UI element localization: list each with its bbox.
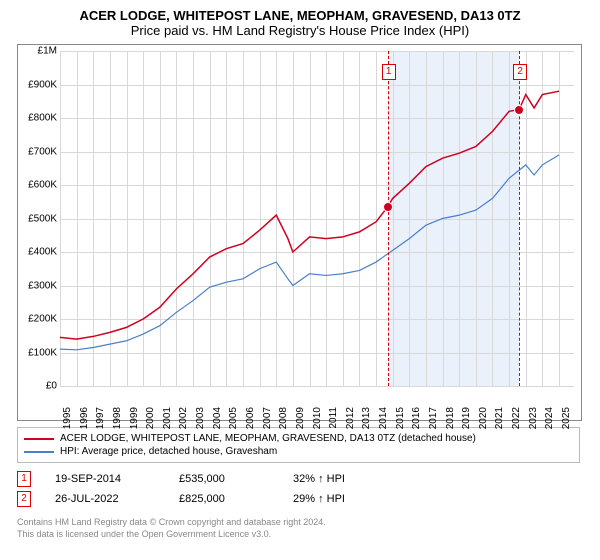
sale-marker-dot bbox=[383, 202, 393, 212]
y-axis-tick-label: £200K bbox=[21, 314, 57, 325]
legend-row: HPI: Average price, detached house, Grav… bbox=[24, 445, 573, 458]
x-axis-tick-label: 1999 bbox=[129, 407, 140, 429]
marker-label: 1 bbox=[382, 64, 396, 80]
legend-swatch bbox=[24, 451, 54, 453]
x-axis-tick-label: 2015 bbox=[395, 407, 406, 429]
marker-vline bbox=[519, 51, 520, 386]
line-chart-svg bbox=[60, 51, 574, 386]
chart-area: 12 £0£100K£200K£300K£400K£500K£600K£700K… bbox=[17, 44, 582, 421]
sale-diff: 29% ↑ HPI bbox=[293, 493, 383, 505]
legend-swatch bbox=[24, 438, 54, 440]
x-axis-tick-label: 1998 bbox=[112, 407, 123, 429]
x-axis-tick-label: 2022 bbox=[511, 407, 522, 429]
legend-label: HPI: Average price, detached house, Grav… bbox=[60, 446, 277, 457]
x-axis-tick-label: 2020 bbox=[478, 407, 489, 429]
x-axis-tick-label: 2018 bbox=[445, 407, 456, 429]
y-axis-tick-label: £0 bbox=[21, 381, 57, 392]
x-axis-tick-label: 2011 bbox=[328, 407, 339, 429]
x-axis-tick-label: 2023 bbox=[528, 407, 539, 429]
footer-line: Contains HM Land Registry data © Crown c… bbox=[17, 517, 590, 529]
x-axis-tick-label: 2006 bbox=[245, 407, 256, 429]
y-axis-tick-label: £100K bbox=[21, 347, 57, 358]
sale-marker-box: 2 bbox=[17, 491, 31, 507]
legend: ACER LODGE, WHITEPOST LANE, MEOPHAM, GRA… bbox=[17, 427, 580, 463]
sale-price: £535,000 bbox=[179, 473, 269, 485]
x-axis-tick-label: 2013 bbox=[361, 407, 372, 429]
x-axis-tick-label: 2012 bbox=[345, 407, 356, 429]
x-axis-tick-label: 2000 bbox=[145, 407, 156, 429]
y-axis-tick-label: £1M bbox=[21, 46, 57, 57]
y-axis-tick-label: £900K bbox=[21, 79, 57, 90]
chart-title-sub: Price paid vs. HM Land Registry's House … bbox=[10, 23, 590, 38]
x-axis-tick-label: 2008 bbox=[278, 407, 289, 429]
x-axis-tick-label: 2024 bbox=[544, 407, 555, 429]
x-axis-tick-label: 2010 bbox=[312, 407, 323, 429]
x-axis-tick-label: 2025 bbox=[561, 407, 572, 429]
legend-row: ACER LODGE, WHITEPOST LANE, MEOPHAM, GRA… bbox=[24, 432, 573, 445]
sale-date: 19-SEP-2014 bbox=[55, 473, 155, 485]
x-axis-tick-label: 2007 bbox=[262, 407, 273, 429]
footer-line: This data is licensed under the Open Gov… bbox=[17, 529, 590, 541]
marker-vline bbox=[388, 51, 389, 386]
y-axis-tick-label: £600K bbox=[21, 180, 57, 191]
y-axis-tick-label: £800K bbox=[21, 113, 57, 124]
chart-title-main: ACER LODGE, WHITEPOST LANE, MEOPHAM, GRA… bbox=[10, 8, 590, 23]
series-line bbox=[60, 155, 559, 350]
sale-date: 26-JUL-2022 bbox=[55, 493, 155, 505]
sale-price: £825,000 bbox=[179, 493, 269, 505]
sale-row: 2 26-JUL-2022 £825,000 29% ↑ HPI bbox=[17, 489, 580, 509]
legend-label: ACER LODGE, WHITEPOST LANE, MEOPHAM, GRA… bbox=[60, 433, 476, 444]
x-axis-tick-label: 2009 bbox=[295, 407, 306, 429]
x-axis-tick-label: 2001 bbox=[162, 407, 173, 429]
sale-marker-box: 1 bbox=[17, 471, 31, 487]
x-axis-tick-label: 2002 bbox=[178, 407, 189, 429]
x-axis-tick-label: 2014 bbox=[378, 407, 389, 429]
x-axis-tick-label: 1997 bbox=[95, 407, 106, 429]
series-line bbox=[60, 91, 559, 339]
y-axis-tick-label: £700K bbox=[21, 146, 57, 157]
sale-marker-dot bbox=[514, 105, 524, 115]
plot-area: 12 bbox=[60, 51, 574, 386]
y-axis-tick-label: £500K bbox=[21, 213, 57, 224]
x-axis-tick-label: 2003 bbox=[195, 407, 206, 429]
x-axis-tick-label: 1996 bbox=[79, 407, 90, 429]
gridline-horizontal bbox=[60, 386, 574, 387]
footer-attribution: Contains HM Land Registry data © Crown c… bbox=[17, 517, 590, 540]
x-axis-tick-label: 2004 bbox=[212, 407, 223, 429]
y-axis-tick-label: £300K bbox=[21, 280, 57, 291]
sale-diff: 32% ↑ HPI bbox=[293, 473, 383, 485]
x-axis-tick-label: 2021 bbox=[494, 407, 505, 429]
marker-label: 2 bbox=[513, 64, 527, 80]
x-axis-tick-label: 2017 bbox=[428, 407, 439, 429]
x-axis-tick-label: 1995 bbox=[62, 407, 73, 429]
x-axis-tick-label: 2005 bbox=[228, 407, 239, 429]
x-axis-tick-label: 2019 bbox=[461, 407, 472, 429]
x-axis-tick-label: 2016 bbox=[411, 407, 422, 429]
sales-table: 1 19-SEP-2014 £535,000 32% ↑ HPI 2 26-JUL-202… bbox=[17, 469, 580, 509]
sale-row: 1 19-SEP-2014 £535,000 32% ↑ HPI bbox=[17, 469, 580, 489]
y-axis-tick-label: £400K bbox=[21, 247, 57, 258]
